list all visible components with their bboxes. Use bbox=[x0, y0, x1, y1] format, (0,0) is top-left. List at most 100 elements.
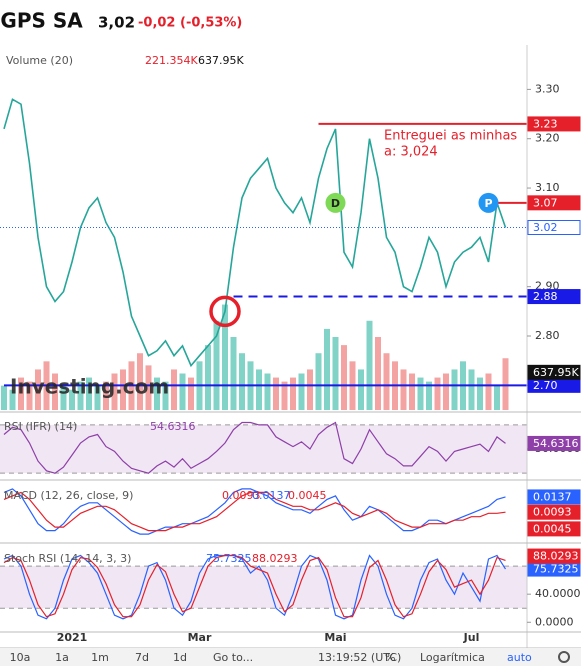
volume-bar bbox=[18, 377, 24, 410]
toolbar-log[interactable]: Logarítmica bbox=[420, 651, 485, 664]
volume-bar bbox=[426, 381, 432, 410]
range-button[interactable]: 7d bbox=[135, 651, 149, 664]
volume-bar bbox=[86, 377, 92, 410]
volume-bar bbox=[94, 385, 101, 410]
toolbar-goto[interactable]: Go to... bbox=[213, 651, 253, 664]
volume-bar bbox=[256, 369, 262, 410]
series-line bbox=[3, 554, 506, 618]
range-button[interactable]: 1m bbox=[91, 651, 109, 664]
price-badge-label: 0.0137 bbox=[533, 490, 572, 503]
volume-bar bbox=[145, 365, 152, 410]
price-badge-label: 3.07 bbox=[533, 196, 558, 209]
volume-bar bbox=[264, 373, 271, 410]
plot-area bbox=[0, 98, 527, 620]
volume-bar bbox=[69, 389, 75, 410]
volume-bar bbox=[315, 353, 322, 410]
volume-bar bbox=[162, 381, 169, 410]
volume-bar bbox=[273, 377, 279, 410]
series-line bbox=[3, 421, 506, 474]
annotation: Entreguei as minhas bbox=[384, 129, 517, 144]
volume-bar bbox=[239, 353, 245, 410]
price-badge-label: 88.0293 bbox=[533, 550, 579, 563]
volume-bar bbox=[179, 373, 186, 410]
y-tick-label: 40.0000 bbox=[535, 587, 581, 600]
x-tick-label: 2021 bbox=[57, 631, 88, 644]
macd-histogram-value: 0.0045 bbox=[288, 489, 327, 502]
volume-bar bbox=[137, 353, 143, 410]
volume-value: 637.95K bbox=[198, 54, 244, 67]
price-badge bbox=[527, 116, 581, 132]
volume-bar bbox=[154, 377, 160, 410]
x-tick-label: Mai bbox=[324, 631, 346, 644]
range-button[interactable]: 10a bbox=[10, 651, 31, 664]
last-price: 3,02 bbox=[98, 14, 135, 32]
price-badge-label: 0.0045 bbox=[533, 522, 572, 535]
volume-bar bbox=[358, 369, 364, 410]
volume-bar bbox=[111, 373, 118, 410]
macd-legend: MACD (12, 26, close, 9) bbox=[4, 489, 133, 502]
volume-bar bbox=[281, 381, 288, 410]
y-tick-label: 0.0000 bbox=[535, 615, 574, 628]
toolbar-time: 13:19:52 (UTC) bbox=[318, 651, 401, 664]
volume-bar bbox=[468, 369, 475, 410]
series-line bbox=[3, 554, 507, 620]
y-tick-label: 3.30 bbox=[535, 82, 560, 95]
highlight-circle bbox=[209, 295, 241, 328]
price-badge bbox=[527, 504, 581, 520]
toolbar-auto[interactable]: auto bbox=[507, 651, 532, 664]
volume-bar bbox=[171, 369, 177, 410]
volume-bar bbox=[375, 337, 381, 410]
volume-bar bbox=[52, 373, 58, 410]
volume-bar bbox=[434, 377, 441, 410]
price-badge-label: 3.02 bbox=[533, 221, 558, 234]
series-line bbox=[3, 98, 507, 368]
volume-bar bbox=[341, 345, 347, 410]
band bbox=[0, 424, 527, 474]
stoch-legend: Stoch RSI (14, 14, 3, 3) bbox=[4, 552, 131, 565]
volume-bar bbox=[366, 320, 373, 410]
price-badge-label: 75.7325 bbox=[533, 563, 579, 576]
volume-bar bbox=[1, 385, 7, 410]
watermark: Investing.com bbox=[10, 375, 169, 399]
volume-legend: Volume (20) bbox=[6, 54, 73, 67]
volume-bar bbox=[409, 373, 415, 410]
range-button[interactable]: 1a bbox=[55, 651, 69, 664]
volume-bar bbox=[230, 337, 237, 410]
volume-bar bbox=[494, 385, 500, 410]
volume-bar bbox=[485, 373, 492, 410]
price-badge bbox=[527, 435, 581, 451]
price-badge bbox=[527, 489, 581, 505]
settings-icon[interactable] bbox=[558, 651, 570, 663]
volume-bar bbox=[400, 369, 407, 410]
chart-title: SGPS SA bbox=[0, 9, 83, 33]
price-badge-label: 0.0093 bbox=[533, 506, 572, 519]
volume-bar bbox=[120, 369, 126, 410]
volume-bar bbox=[417, 377, 424, 410]
rsi-legend: RSI (IFR) (14) bbox=[4, 420, 77, 433]
stoch-k-value: 75.7325 bbox=[206, 552, 252, 565]
rsi-value: 54.6316 bbox=[150, 420, 196, 433]
y-tick-label: 3.10 bbox=[535, 181, 560, 194]
volume-bar bbox=[324, 328, 330, 410]
price-badge bbox=[527, 195, 581, 211]
event-marker-label: P bbox=[484, 197, 492, 210]
volume-bar bbox=[298, 373, 305, 410]
volume-bar bbox=[213, 320, 220, 410]
volume-bar bbox=[77, 381, 84, 410]
price-badge bbox=[527, 289, 581, 305]
volume-bar bbox=[222, 304, 228, 410]
volume-bar bbox=[188, 377, 194, 410]
toolbar-percent[interactable]: % bbox=[385, 651, 395, 664]
toolbar bbox=[0, 648, 581, 666]
x-tick-label: Mar bbox=[188, 631, 212, 644]
range-button[interactable]: 1d bbox=[173, 651, 187, 664]
volume-bar bbox=[451, 369, 458, 410]
price-change: -0,02 (-0,53%) bbox=[138, 16, 242, 31]
series-line bbox=[3, 491, 506, 532]
price-badge-label: 3.23 bbox=[533, 117, 558, 130]
y-tick-label: 2.80 bbox=[535, 329, 560, 342]
volume-bar bbox=[383, 353, 390, 410]
